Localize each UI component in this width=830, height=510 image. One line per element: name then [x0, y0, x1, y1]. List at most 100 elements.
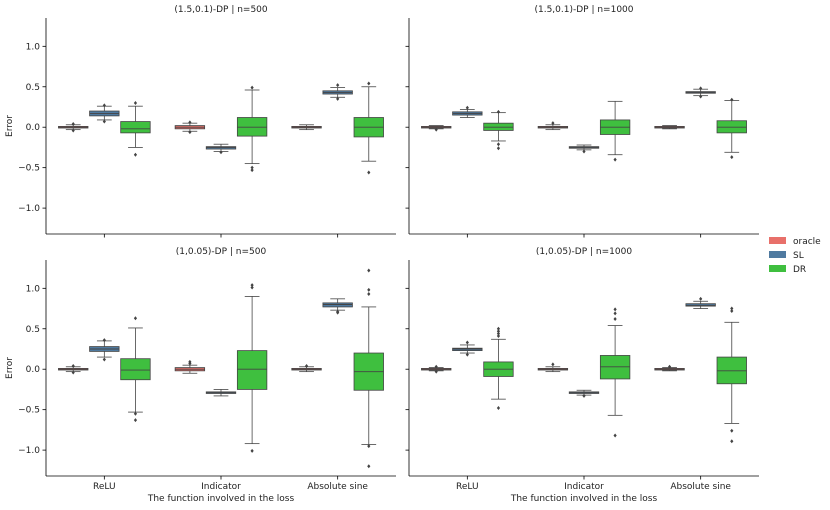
box-oracle — [174, 359, 206, 374]
outlier-point — [102, 357, 106, 362]
box-dr — [236, 283, 268, 453]
y-tick-label: −1.0 — [18, 446, 40, 456]
panel-1: (1.5,0.1)-DP | n=500 −1.0 −0.5 0.0 0.5 1.0 Err… — [5, 5, 396, 238]
outlier-point — [250, 285, 254, 290]
box-sl — [568, 389, 600, 398]
box-oracle — [421, 364, 452, 374]
x-tick-label: ReLU — [456, 482, 479, 492]
legend-swatch-dr — [769, 265, 786, 272]
box-dr — [353, 81, 384, 175]
box-sl — [205, 389, 237, 397]
x-tick-label: ReLU — [93, 482, 116, 492]
y-tick-label: 0.0 — [26, 123, 41, 133]
outlier-point — [551, 362, 555, 367]
box-dr — [716, 306, 747, 444]
y-axis-label: Error — [5, 357, 15, 379]
box-oracle — [421, 125, 452, 132]
box-sl — [452, 105, 483, 118]
outlier-point — [730, 155, 734, 160]
box-oracle — [174, 120, 206, 135]
legend-label: oracle — [793, 237, 821, 247]
legend: oracle SL DR — [769, 237, 821, 275]
outlier-point — [304, 363, 309, 368]
outlier-point — [250, 85, 254, 90]
box-dr — [599, 100, 631, 162]
outlier-point — [465, 340, 469, 345]
box-sl — [452, 340, 483, 357]
outlier-point — [496, 406, 501, 411]
x-tick-label: Absolute sine — [307, 482, 368, 492]
outlier-point — [496, 331, 501, 336]
legend-swatch-sl — [769, 251, 786, 258]
outlier-point — [250, 283, 254, 288]
outlier-point — [188, 130, 192, 135]
box-dr — [236, 85, 268, 173]
outlier-point — [367, 170, 371, 175]
outlier-point — [367, 81, 371, 86]
outlier-point — [133, 418, 138, 423]
outlier-point — [613, 317, 617, 322]
box-oracle — [291, 124, 322, 131]
outlier-point — [730, 97, 734, 102]
y-tick-label: 0.5 — [26, 325, 40, 335]
outlier-point — [336, 83, 340, 88]
outlier-point — [188, 359, 192, 364]
box-sl — [568, 144, 600, 154]
outlier-point — [434, 369, 438, 374]
panel-title: (1,0.05)-DP | n=1000 — [536, 247, 632, 257]
outlier-point — [465, 352, 469, 357]
legend-swatch-oracle — [769, 237, 786, 244]
outlier-point — [219, 150, 223, 155]
outlier-point — [133, 100, 138, 105]
outlier-point — [133, 152, 138, 157]
box-dr — [599, 307, 631, 438]
outlier-point — [367, 287, 371, 292]
outlier-point — [496, 109, 501, 114]
box-sl — [322, 83, 353, 101]
box-dr — [483, 326, 514, 411]
box-body — [236, 350, 268, 390]
box-sl — [685, 296, 716, 309]
box-sl — [89, 338, 120, 362]
x-tick-label: Absolute sine — [670, 482, 731, 492]
y-tick-label: 0.0 — [26, 365, 41, 375]
panel-title: (1.5,0.1)-DP | n=1000 — [534, 5, 633, 15]
outlier-point — [613, 307, 617, 312]
outlier-point — [71, 363, 75, 368]
panel-title: (1.5,0.1)-DP | n=500 — [174, 5, 268, 15]
box-oracle — [291, 363, 322, 373]
panel-title: (1,0.05)-DP | n=500 — [176, 247, 267, 257]
box-sl — [89, 103, 120, 124]
outlier-point — [496, 334, 501, 339]
outlier-point — [667, 364, 672, 369]
y-tick-label: −0.5 — [18, 164, 40, 174]
outlier-point — [102, 103, 106, 108]
outlier-point — [496, 146, 501, 151]
box-dr — [120, 316, 151, 423]
box-dr — [120, 100, 151, 157]
outlier-point — [613, 157, 617, 162]
outlier-point — [367, 464, 371, 469]
x-axis-label: The function involved in the loss — [147, 494, 295, 504]
outlier-point — [188, 120, 192, 125]
outlier-point — [699, 86, 703, 91]
box-oracle — [58, 363, 89, 375]
legend-label: DR — [793, 265, 806, 275]
panel-2: (1.5,0.1)-DP | n=1000 — [405, 5, 759, 238]
x-axis-label: The function involved in the loss — [510, 494, 658, 504]
outlier-point — [465, 105, 469, 110]
box-oracle — [537, 362, 569, 373]
outlier-point — [582, 393, 586, 398]
panel-4: (1,0.05)-DP | n=1000 ReLU Indicator Absolut… — [405, 247, 759, 504]
y-tick-label: 1.0 — [26, 284, 41, 294]
outlier-point — [102, 119, 106, 124]
box-sl — [205, 143, 237, 155]
outlier-point — [496, 326, 501, 331]
outlier-point — [582, 149, 586, 154]
box-oracle — [654, 125, 685, 130]
y-tick-label: 1.0 — [26, 42, 41, 52]
outlier-point — [336, 309, 340, 314]
outlier-point — [730, 308, 734, 313]
outlier-point — [133, 316, 138, 321]
